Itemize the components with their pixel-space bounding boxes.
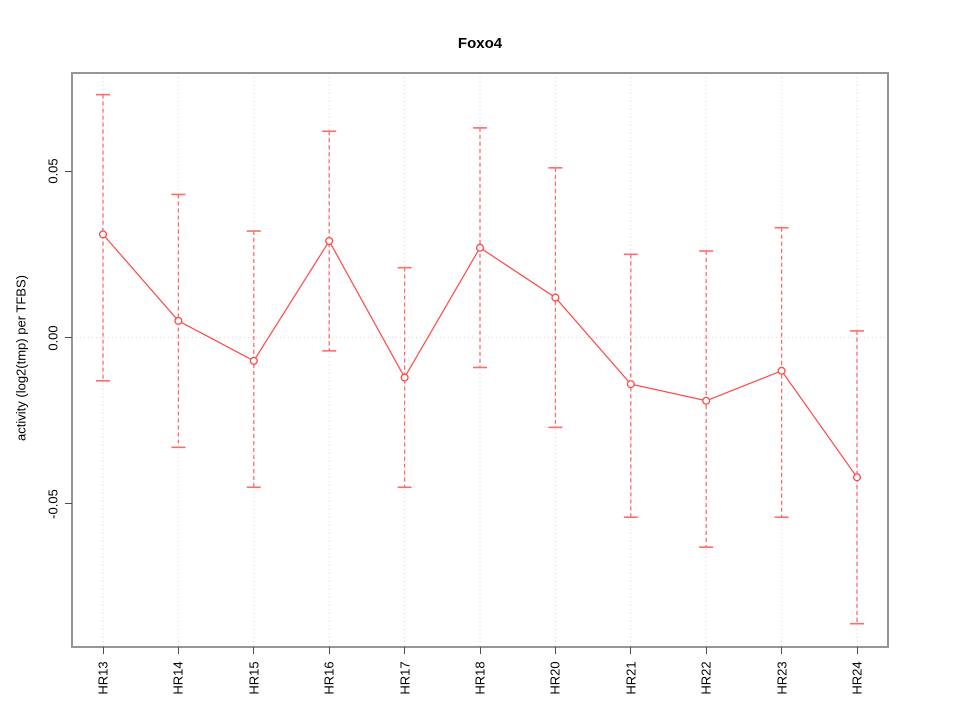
y-axis-title: activity (log2(tmp) per TFBS) — [13, 275, 29, 441]
x-tick-label: HR14 — [170, 661, 186, 695]
x-tick-label: HR21 — [623, 661, 639, 695]
plot-svg — [72, 73, 888, 647]
data-point — [174, 316, 183, 325]
y-tick-label: 0.05 — [45, 158, 61, 184]
x-axis-tick — [253, 647, 255, 654]
data-point — [551, 293, 560, 302]
x-axis-tick — [781, 647, 783, 654]
data-point — [475, 243, 485, 252]
data-point — [702, 396, 711, 405]
data-point — [777, 366, 786, 375]
x-axis-tick — [630, 647, 632, 654]
x-axis-tick — [102, 647, 104, 654]
x-axis-tick — [404, 647, 406, 654]
x-axis-tick — [328, 647, 330, 654]
y-axis-tick — [65, 503, 72, 505]
data-point — [626, 380, 635, 389]
x-tick-label: HR23 — [774, 661, 790, 695]
data-point — [852, 473, 862, 482]
x-tick-label: HR20 — [547, 661, 563, 695]
x-tick-label: HR15 — [246, 661, 262, 695]
plot-area — [71, 72, 889, 648]
data-point — [400, 373, 409, 382]
x-tick-label: HR24 — [849, 661, 865, 695]
y-axis-tick — [65, 170, 72, 172]
data-point — [325, 236, 334, 246]
y-tick-label: -0.05 — [45, 489, 61, 519]
x-tick-label: HR13 — [95, 661, 111, 695]
chart-title: Foxo4 — [457, 35, 503, 52]
x-axis-tick — [554, 647, 556, 654]
y-tick-label: 0.00 — [45, 324, 61, 351]
x-tick-label: HR17 — [397, 661, 413, 695]
x-tick-label: HR22 — [698, 661, 714, 695]
x-tick-label: HR18 — [472, 661, 488, 695]
x-tick-label: HR16 — [321, 661, 337, 695]
x-axis-tick — [479, 647, 481, 654]
data-point — [249, 356, 258, 365]
x-axis-tick — [856, 647, 858, 654]
y-axis-tick — [65, 337, 72, 339]
data-point — [98, 230, 108, 239]
x-axis-tick — [705, 647, 707, 654]
x-axis-tick — [177, 647, 179, 654]
